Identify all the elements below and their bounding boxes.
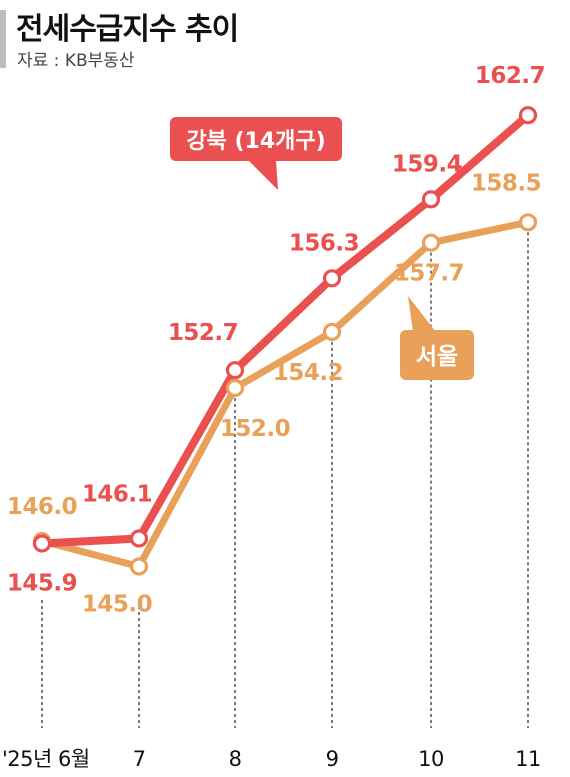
source-note: 자료 : KB부동산 [17, 51, 135, 71]
callout-seoul-box [400, 330, 474, 380]
series-0-point-2 [225, 361, 245, 380]
callout-seoul-pointer [408, 296, 436, 332]
x-tick-label-1: 7 [133, 747, 146, 771]
series-0-point-4 [421, 190, 441, 209]
value-label-s1-4: 157.7 [394, 261, 464, 287]
grid-lines [41, 232, 529, 728]
value-label-s0-0: 145.9 [7, 571, 77, 597]
x-tick-label-0: '25년 6월 [2, 747, 90, 771]
series-0-point-5 [518, 106, 538, 125]
x-tick-label-5: 11 [515, 747, 541, 771]
callout-gangbuk-box [170, 117, 342, 161]
value-label-s1-3: 154.2 [273, 360, 343, 386]
value-label-s0-5: 162.7 [475, 63, 545, 89]
x-tick-label-2: 8 [229, 747, 242, 771]
callout-seoul-label: 서울 [416, 344, 458, 370]
series-0-point-0 [32, 534, 52, 553]
x-tick-label-4: 10 [418, 747, 444, 771]
value-label-s1-1: 145.0 [82, 592, 152, 618]
series-lines [38, 111, 532, 570]
value-label-s1-2: 152.0 [220, 416, 290, 442]
value-label-s0-4: 159.4 [392, 151, 462, 177]
x-tick-label-3: 9 [326, 747, 339, 771]
series-1-point-5 [518, 213, 538, 232]
series-1-point-1 [129, 557, 149, 576]
callout-gangbuk-pointer [248, 160, 278, 190]
series-1-point-2 [225, 378, 245, 398]
value-label-s1-0: 146.0 [7, 494, 77, 520]
value-label-s0-2: 152.7 [168, 320, 238, 346]
callout-gangbuk: 강북 (14개구) [170, 117, 342, 190]
x-axis-ticks: '25년 6월 7 8 9 10 11 [2, 747, 541, 771]
series-0-point-1 [129, 529, 149, 548]
value-label-s1-5: 158.5 [471, 170, 541, 196]
value-label-s0-3: 156.3 [289, 230, 359, 256]
callout-seoul: 서울 [400, 296, 474, 380]
callout-gangbuk-label: 강북 (14개구) [186, 129, 325, 154]
series-0-point-3 [322, 269, 342, 288]
series-1-point-4 [421, 233, 441, 252]
series-line-0 [38, 111, 532, 548]
series-1-point-3 [322, 322, 342, 341]
value-labels: 145.9 146.1 152.7 156.3 159.4 162.7 146.0 145.0… [7, 63, 546, 618]
chart-title: 전세수급지수 추이 [16, 12, 239, 47]
value-label-s0-1: 146.1 [82, 481, 152, 507]
title-accent-bar [0, 10, 6, 68]
series-points [32, 106, 538, 576]
series-line-1 [38, 218, 532, 570]
